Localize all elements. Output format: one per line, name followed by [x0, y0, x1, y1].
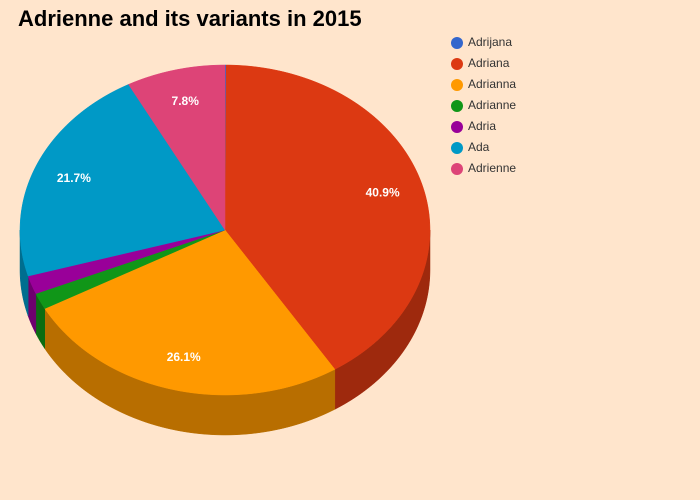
slice	[35, 229, 226, 309]
slice	[128, 64, 226, 231]
legend-marker	[451, 163, 463, 175]
legend: Adrijana Adriana Adrianna Adrianne Adria Ada A…	[451, 35, 516, 175]
slice	[224, 64, 431, 370]
legend-marker	[451, 142, 463, 154]
slice-label: 26.1%	[167, 350, 201, 364]
legend-marker	[451, 121, 463, 133]
slice-label: 21.7%	[57, 171, 91, 185]
legend-label: Adrienne	[468, 161, 516, 175]
legend-marker	[451, 37, 463, 49]
legend-label: Adrianna	[468, 77, 516, 91]
legend-label: Adriana	[468, 56, 510, 70]
slice-label: 40.9%	[366, 186, 400, 200]
legend-label: Adrianne	[468, 98, 516, 112]
legend-label: Adria	[468, 119, 496, 133]
slice-label: 7.8%	[172, 94, 200, 108]
slice	[44, 229, 336, 396]
legend-marker	[451, 79, 463, 91]
legend-marker	[451, 100, 463, 112]
legend-label: Ada	[468, 140, 490, 154]
slice-labels: 40.9% 26.1% 21.7% 7.8%	[57, 94, 400, 364]
slice	[27, 229, 226, 294]
slice	[19, 84, 226, 277]
chart-title: Adrienne and its variants in 2015	[18, 6, 362, 31]
legend-label: Adrijana	[468, 35, 512, 49]
pie-tops	[19, 64, 431, 396]
legend-marker	[451, 58, 463, 70]
